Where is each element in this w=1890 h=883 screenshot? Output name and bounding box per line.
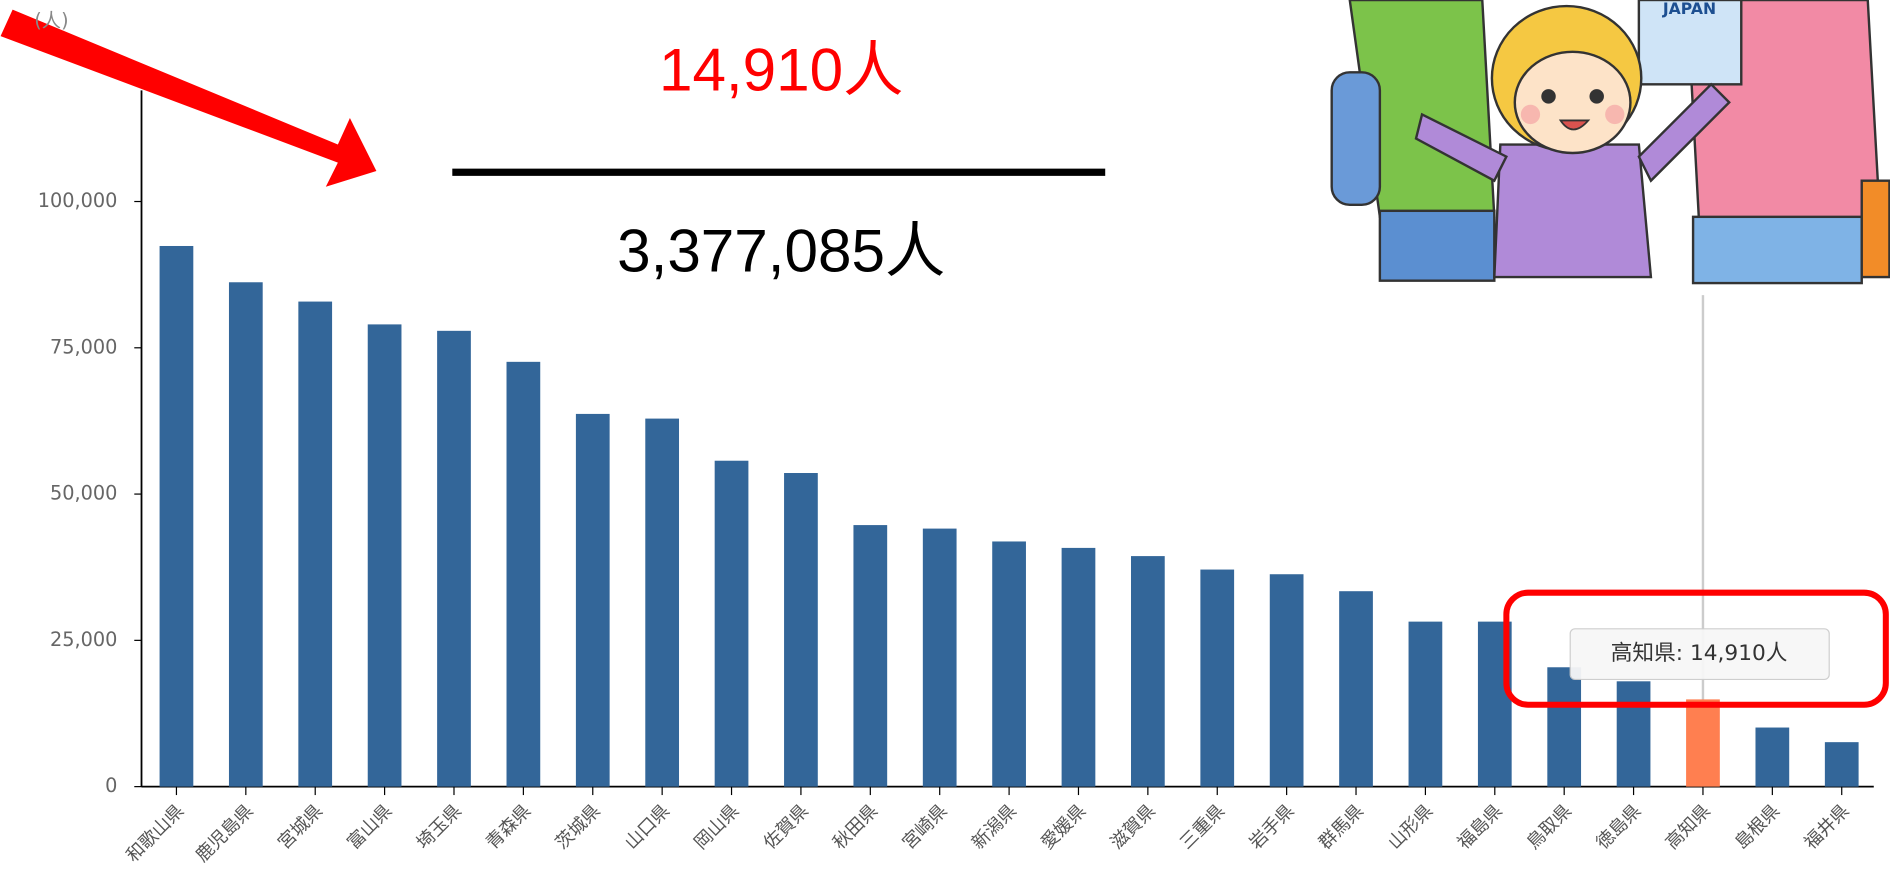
tooltip-text: 高知県: 14,910人 (1611, 641, 1788, 666)
bar (1686, 699, 1720, 787)
bar (437, 330, 471, 787)
bar (159, 245, 194, 787)
y-tick-label: 50,000 (50, 482, 117, 505)
bar (1755, 727, 1790, 787)
bar (228, 282, 263, 787)
bar (853, 525, 888, 787)
tooltip-box (1569, 628, 1830, 681)
bar (992, 541, 1026, 787)
illustration: JAPAN (1325, 0, 1890, 285)
bar (1408, 621, 1443, 787)
bar (1824, 742, 1859, 787)
bar (1061, 547, 1096, 787)
bar (1130, 556, 1165, 787)
y-unit-label: (人) (34, 9, 68, 32)
bar (1616, 681, 1651, 787)
bar (922, 528, 957, 787)
tooltip: 高知県: 14,910人 (1569, 628, 1830, 681)
bar (506, 361, 541, 787)
bar (714, 460, 749, 787)
arrow (0, 9, 377, 187)
y-tick-label: 100,000 (38, 189, 118, 212)
bar (1269, 574, 1304, 787)
bar (298, 301, 333, 787)
bar (575, 413, 610, 787)
bar (367, 324, 402, 787)
y-tick-label: 25,000 (50, 628, 117, 651)
bar (1547, 667, 1582, 787)
y-tick-label: 0 (105, 774, 117, 797)
fraction-denominator: 3,377,085人 (617, 216, 945, 284)
bar (645, 418, 680, 787)
highlight-box (1503, 589, 1889, 708)
bar (1200, 569, 1235, 787)
y-tick-label: 75,000 (50, 335, 117, 358)
fraction-numerator: 14,910人 (659, 36, 903, 104)
bar (784, 473, 818, 787)
illustration-text: JAPAN (1662, 0, 1716, 18)
bar (1339, 591, 1373, 787)
